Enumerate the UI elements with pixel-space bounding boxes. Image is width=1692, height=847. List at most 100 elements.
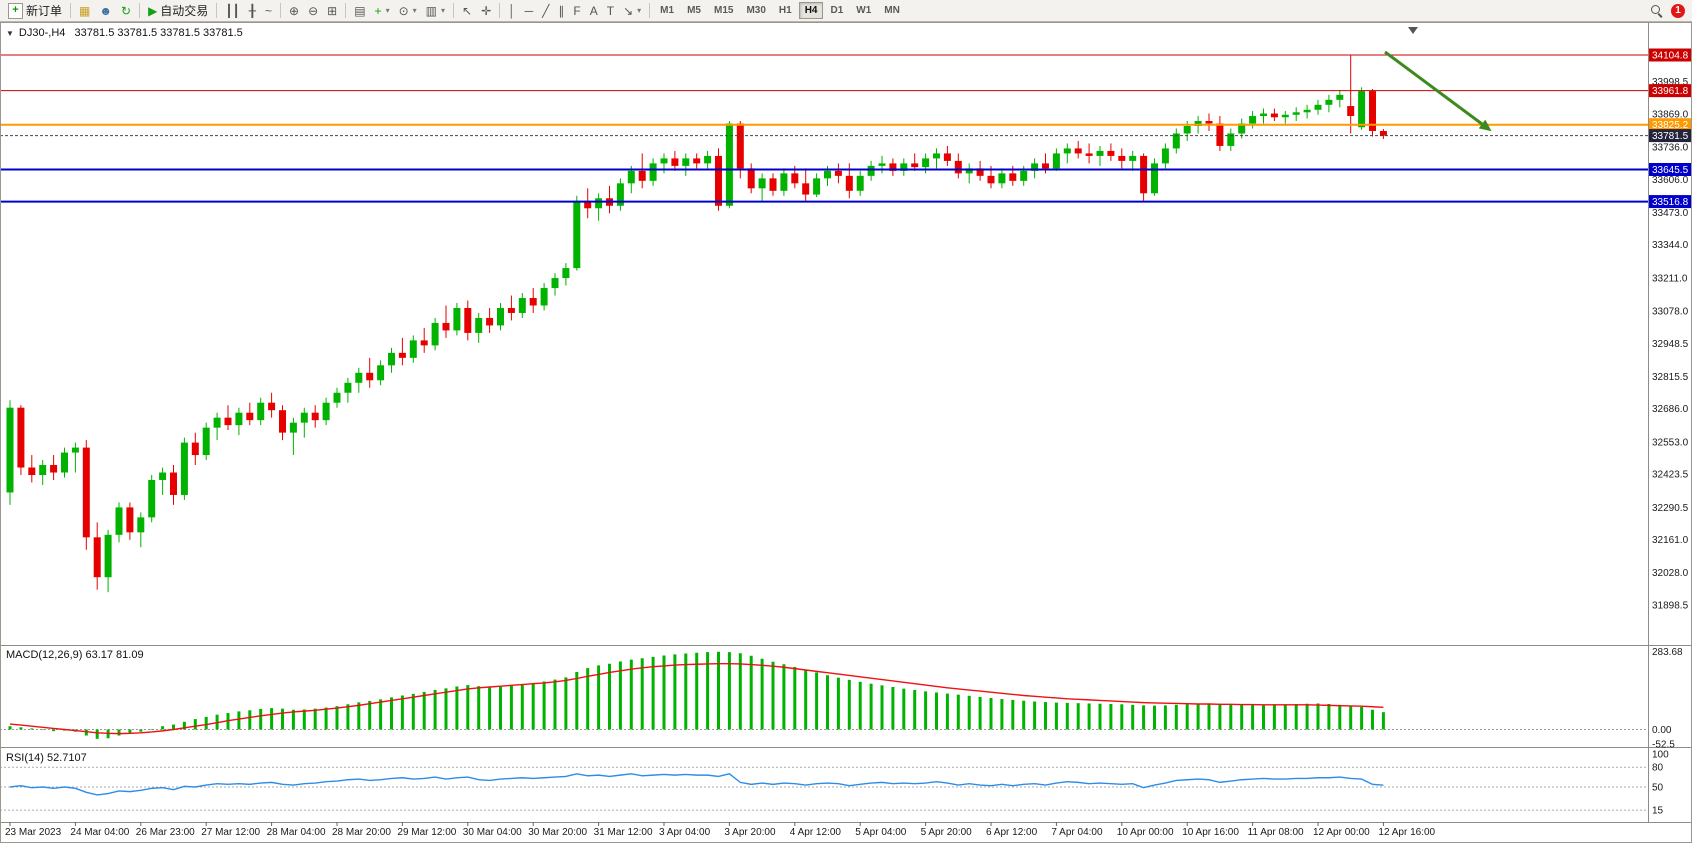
svg-text:0.00: 0.00	[1652, 725, 1672, 736]
svg-text:26 Mar 23:00: 26 Mar 23:00	[136, 827, 195, 838]
zoom-in-icon: ⊕	[289, 3, 300, 18]
indicators-button[interactable]: + ▾	[371, 1, 394, 20]
svg-text:33516.8: 33516.8	[1652, 197, 1689, 208]
arrows-button[interactable]: ↘ ▾	[619, 1, 645, 20]
zoom-out-icon: ⊖	[308, 3, 319, 18]
svg-text:30 Mar 20:00: 30 Mar 20:00	[528, 827, 587, 838]
channel-icon: ∥	[558, 3, 565, 18]
channel-button[interactable]: ∥	[554, 1, 568, 20]
label-button[interactable]: T	[603, 1, 618, 20]
svg-text:100: 100	[1652, 750, 1669, 761]
zoom-in-button[interactable]: ⊕	[285, 1, 303, 20]
toolbar-separator	[499, 3, 501, 18]
cursor-icon: ↖	[462, 3, 473, 18]
svg-text:11 Apr 08:00: 11 Apr 08:00	[1248, 827, 1304, 838]
cursor-button[interactable]: ↖	[458, 1, 476, 20]
svg-text:32290.5: 32290.5	[1652, 503, 1689, 514]
timeframe-m1-button[interactable]: M1	[654, 2, 680, 19]
toolbar-separator	[70, 3, 72, 18]
fibonacci-button[interactable]: F	[569, 1, 584, 20]
timeframe-h1-button[interactable]: H1	[773, 2, 798, 19]
text-button[interactable]: A	[586, 1, 602, 20]
timeframe-m5-button[interactable]: M5	[681, 2, 707, 19]
svg-text:31 Mar 12:00: 31 Mar 12:00	[594, 827, 653, 838]
macd-indicator-label: MACD(12,26,9) 63.17 81.09	[6, 649, 144, 661]
bar-chart-button[interactable]: ┃┃	[221, 1, 243, 20]
svg-text:4 Apr 12:00: 4 Apr 12:00	[790, 827, 842, 838]
rsi-indicator-label: RSI(14) 52.7107	[6, 752, 87, 764]
svg-text:7 Apr 04:00: 7 Apr 04:00	[1051, 827, 1103, 838]
market-watch-icon: ▦	[79, 3, 91, 18]
svg-text:283.68: 283.68	[1652, 647, 1683, 658]
new-order-label: 新订单	[26, 4, 63, 18]
chart-canvas[interactable]: 283.680.00-52.510080501533998.533869.033…	[0, 22, 1692, 847]
chart-window: 283.68 0.00 -52.5 100 80 50 15 33998.5 33869.0 33…	[0, 22, 1692, 847]
play-icon: ▶	[148, 3, 158, 18]
arrows-icon: ↘	[623, 3, 634, 18]
svg-text:-52.5: -52.5	[1652, 739, 1675, 750]
arrange-windows-button[interactable]: ▤	[350, 1, 369, 20]
navigator-button[interactable]: ☻	[95, 1, 116, 20]
market-watch-button[interactable]: ▦	[75, 1, 94, 20]
timeframe-d1-button[interactable]: D1	[824, 2, 849, 19]
notification-badge[interactable]: 1	[1671, 3, 1685, 18]
svg-text:27 Mar 12:00: 27 Mar 12:00	[201, 827, 260, 838]
line-chart-button[interactable]: ~	[261, 1, 276, 20]
candlestick-chart-button[interactable]: ╂	[245, 1, 260, 20]
svg-text:33998.5: 33998.5	[1652, 77, 1689, 88]
svg-text:32815.5: 32815.5	[1652, 372, 1689, 383]
crosshair-button[interactable]: ✛	[477, 1, 495, 20]
svg-text:50: 50	[1652, 783, 1664, 794]
collapse-icon[interactable]: ▼	[6, 28, 14, 38]
timeframe-w1-button[interactable]: W1	[850, 2, 877, 19]
templates-button[interactable]: ▥ ▾	[422, 1, 449, 20]
horizontal-line-button[interactable]: ─	[521, 1, 538, 20]
svg-text:32686.0: 32686.0	[1652, 404, 1689, 415]
svg-text:10 Apr 16:00: 10 Apr 16:00	[1182, 827, 1239, 838]
svg-text:3 Apr 04:00: 3 Apr 04:00	[659, 827, 711, 838]
svg-text:5 Apr 04:00: 5 Apr 04:00	[855, 827, 907, 838]
toolbar-separator	[216, 3, 218, 18]
svg-text:33344.0: 33344.0	[1652, 240, 1689, 251]
svg-text:33606.0: 33606.0	[1652, 175, 1689, 186]
tile-windows-button[interactable]: ⊞	[323, 1, 341, 20]
bar-chart-icon: ┃┃	[225, 3, 240, 18]
toolbar: + 新订单 ▦ ☻ ↻ ▶ 自动交易 ┃┃ ╂ ~ ⊕ ⊖ ⊞ ▤ + ▾ ⊙ ▾ …	[0, 0, 1692, 22]
trendline-button[interactable]: ╱	[538, 1, 553, 20]
periods-button[interactable]: ⊙ ▾	[395, 1, 421, 20]
refresh-button[interactable]: ↻	[117, 1, 135, 20]
toolbar-separator	[280, 3, 282, 18]
svg-text:32161.0: 32161.0	[1652, 535, 1689, 546]
search-button[interactable]	[1646, 1, 1667, 20]
horizontal-line-icon: ─	[524, 3, 534, 18]
vertical-line-icon: │	[508, 3, 516, 18]
svg-text:32553.0: 32553.0	[1652, 437, 1689, 448]
timeframe-m30-button[interactable]: M30	[740, 2, 771, 19]
clock-icon: ⊙	[398, 3, 409, 18]
timeframe-h4-button[interactable]: H4	[798, 2, 824, 19]
template-icon: ▥	[425, 3, 437, 18]
svg-text:33736.0: 33736.0	[1652, 142, 1689, 153]
auto-trading-label: 自动交易	[160, 4, 209, 18]
toolbar-separator	[453, 3, 455, 18]
text-icon: A	[589, 3, 598, 18]
trendline-icon: ╱	[542, 3, 550, 18]
new-order-icon: +	[8, 2, 23, 19]
timeframe-mn-button[interactable]: MN	[878, 2, 906, 19]
vertical-line-button[interactable]: │	[504, 1, 520, 20]
chevron-down-icon: ▾	[385, 6, 390, 15]
add-indicator-icon: +	[374, 3, 382, 18]
auto-trading-button[interactable]: ▶ 自动交易	[144, 1, 212, 20]
zoom-out-button[interactable]: ⊖	[304, 1, 322, 20]
chevron-down-icon: ▾	[637, 6, 642, 15]
svg-text:33645.5: 33645.5	[1652, 165, 1689, 176]
tile-windows-icon: ⊞	[327, 3, 338, 18]
toolbar-separator	[649, 3, 651, 18]
timeframe-m15-button[interactable]: M15	[708, 2, 739, 19]
svg-text:34104.8: 34104.8	[1652, 51, 1689, 62]
svg-text:23 Mar 2023: 23 Mar 2023	[5, 827, 62, 838]
svg-text:80: 80	[1652, 763, 1664, 774]
toolbar-separator	[345, 3, 347, 18]
new-order-button[interactable]: + 新订单	[4, 1, 66, 20]
svg-text:12 Apr 16:00: 12 Apr 16:00	[1378, 827, 1435, 838]
